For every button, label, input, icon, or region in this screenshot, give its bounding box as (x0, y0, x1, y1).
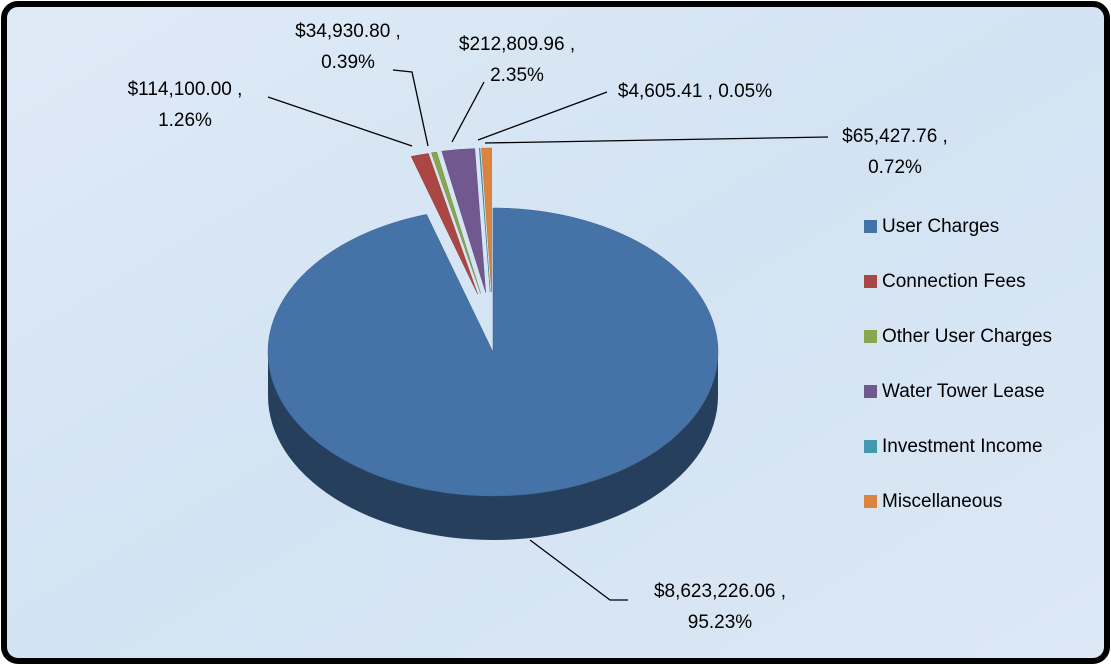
pie-side (268, 352, 718, 540)
legend-swatch (864, 220, 877, 233)
pie-slice (431, 151, 481, 294)
leader-line (484, 136, 829, 144)
data-label: 2.35% (490, 65, 544, 86)
pie-slice (441, 148, 486, 293)
legend-label: Water Tower Lease (882, 381, 1045, 402)
leader-line (267, 96, 413, 147)
data-label: $8,623,226.06 , (654, 581, 786, 602)
data-label: $34,930.80 , (295, 21, 401, 42)
pie-slice (410, 153, 478, 295)
leader-line (451, 81, 485, 143)
data-label: 0.39% (321, 52, 375, 73)
legend-label: Connection Fees (882, 271, 1026, 292)
leader-line (392, 69, 429, 147)
data-label: 1.26% (158, 110, 212, 131)
data-label: 0.72% (868, 157, 922, 178)
data-label: 95.23% (688, 612, 753, 633)
leader-line (477, 91, 608, 141)
pie-slice (481, 147, 492, 293)
legend-label: User Charges (882, 216, 999, 237)
legend-label: Investment Income (882, 436, 1043, 457)
legend-swatch (864, 440, 877, 453)
legend-label: Miscellaneous (882, 491, 1002, 512)
leader-line (529, 539, 628, 601)
data-label: $114,100.00 , (128, 79, 243, 100)
legend-label: Other User Charges (882, 326, 1052, 347)
pie-slice (267, 207, 719, 497)
pie-slice (478, 147, 491, 293)
legend-swatch (864, 330, 877, 343)
legend-swatch (864, 495, 877, 508)
legend-swatch (864, 385, 877, 398)
data-label: $65,427.76 , (842, 126, 948, 147)
legend-swatch (864, 275, 877, 288)
data-label: $212,809.96 , (459, 34, 575, 55)
data-label: $4,605.41 , 0.05% (618, 81, 772, 102)
